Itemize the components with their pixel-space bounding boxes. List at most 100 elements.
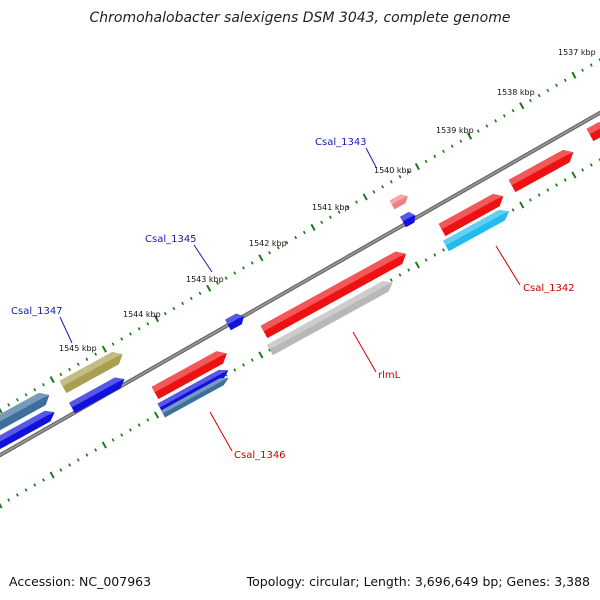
- scale-tick: [589, 163, 593, 167]
- cds-blue-2-body: [69, 377, 125, 414]
- scale-tick: [310, 223, 316, 231]
- cds-Csal_1346-shine: [161, 377, 229, 414]
- gene-label-Csal_1345: Csal_1345: [145, 234, 197, 245]
- scale-tick: [120, 433, 124, 437]
- scale-tick: [285, 240, 289, 245]
- cds-forward-steel-body: [0, 392, 50, 431]
- scale-tick: [372, 190, 376, 194]
- scale-tick: [59, 372, 63, 377]
- cds-blue-3-shine: [0, 410, 55, 442]
- scale-tick: [414, 162, 420, 171]
- cds-forward-4-shine: [151, 351, 227, 393]
- leader-Csal_1342: [495, 245, 521, 286]
- cds-forward-1: [508, 149, 574, 193]
- scale-tick: [537, 93, 541, 98]
- cds-forward-4-body: [151, 351, 227, 400]
- scale-tick: [111, 438, 115, 442]
- tick-label-1545: 1545 kbp: [59, 344, 97, 353]
- cds-forward-3-shine: [260, 251, 406, 332]
- cds-forward-1-shine: [508, 149, 574, 186]
- scale-tick: [153, 315, 160, 323]
- cds-pink-small-shine: [389, 194, 408, 205]
- scale-tick: [529, 198, 532, 202]
- scale-tick: [302, 230, 306, 235]
- scale-tick: [320, 220, 324, 225]
- scale-tick: [546, 188, 550, 192]
- scale-tick: [224, 276, 228, 280]
- scale-tick: [511, 208, 515, 212]
- scale-tick: [555, 83, 558, 88]
- scale-tick: [398, 174, 402, 179]
- scale-tick: [476, 129, 480, 133]
- gene-label-Csal_1346: Csal_1346: [234, 450, 286, 461]
- scale-tick: [206, 284, 212, 292]
- cds-pink-small: [389, 194, 408, 210]
- tick-label-1537: 1537 kbp: [558, 48, 596, 57]
- scale-tick: [68, 463, 71, 467]
- scale-tick: [537, 193, 541, 197]
- scale-tick: [146, 322, 150, 326]
- scale-tick: [111, 342, 115, 346]
- scale-tick: [15, 493, 19, 497]
- scale-tick: [459, 139, 463, 143]
- scale-tick: [442, 248, 445, 252]
- scale-tick: [424, 258, 428, 262]
- cds-forward-2-shine: [438, 193, 504, 230]
- tick-label-1540: 1540 kbp: [374, 166, 412, 175]
- scale-tick: [33, 483, 37, 487]
- scale-tick: [153, 411, 160, 419]
- scale-tick: [381, 185, 385, 189]
- scale-tick: [59, 468, 63, 472]
- cds-Csal_1345: [225, 313, 244, 331]
- scale-tick: [94, 352, 98, 356]
- scale-tick: [49, 471, 55, 479]
- scale-tick: [129, 428, 132, 432]
- scale-tick: [389, 278, 393, 282]
- map-title: Chromohalobacter salexigens DSM 3043, co…: [89, 10, 511, 26]
- cds-forward-2-body: [438, 193, 504, 237]
- scale-tick: [24, 488, 28, 492]
- scale-tick: [181, 301, 185, 306]
- scale-tick: [346, 205, 350, 209]
- scale-tick: [137, 327, 141, 331]
- scale-tick: [33, 388, 37, 392]
- cds-rlmL-body: [267, 281, 393, 356]
- cds-Csal_1346-body: [161, 377, 229, 418]
- cds-Csal_1342: [443, 209, 510, 252]
- cds-blue-1-shine: [157, 369, 229, 408]
- scale-tick: [163, 311, 167, 316]
- scale-tick: [49, 376, 55, 384]
- scale-tick: [189, 296, 193, 301]
- scale-tick: [258, 351, 264, 359]
- scale-tick: [467, 132, 473, 140]
- tick-label-1539: 1539 kbp: [436, 126, 474, 135]
- scale-tick: [24, 393, 28, 397]
- tick-label-1541: 1541 kbp: [312, 203, 350, 212]
- scale-tick: [563, 178, 567, 182]
- scale-tick: [519, 201, 525, 209]
- inner-scale-track: [0, 158, 600, 509]
- scale-tick: [7, 403, 11, 407]
- tick-label-1543: 1543 kbp: [186, 275, 224, 284]
- scale-tick: [85, 357, 89, 361]
- scale-tick: [101, 345, 107, 353]
- scale-tick: [433, 253, 437, 257]
- scale-tick: [268, 251, 271, 255]
- scale-tick: [519, 102, 525, 110]
- scale-tick: [589, 63, 593, 67]
- scale-tick: [129, 332, 132, 336]
- scale-tick: [424, 159, 428, 164]
- cds-rlmL: [267, 281, 393, 356]
- tick-label-1538: 1538 kbp: [497, 88, 535, 97]
- outer-scale-track: [0, 58, 600, 414]
- scale-tick: [337, 210, 341, 214]
- cds-rlmL-shine: [267, 281, 393, 350]
- scale-tick: [233, 271, 237, 275]
- scale-tick: [485, 124, 489, 128]
- cds-blue-3: [0, 410, 55, 450]
- cds-forward-1-body: [508, 149, 574, 193]
- accession-label: Accession: NC_007963: [9, 574, 152, 589]
- scale-tick: [389, 180, 393, 184]
- scale-tick: [233, 368, 237, 372]
